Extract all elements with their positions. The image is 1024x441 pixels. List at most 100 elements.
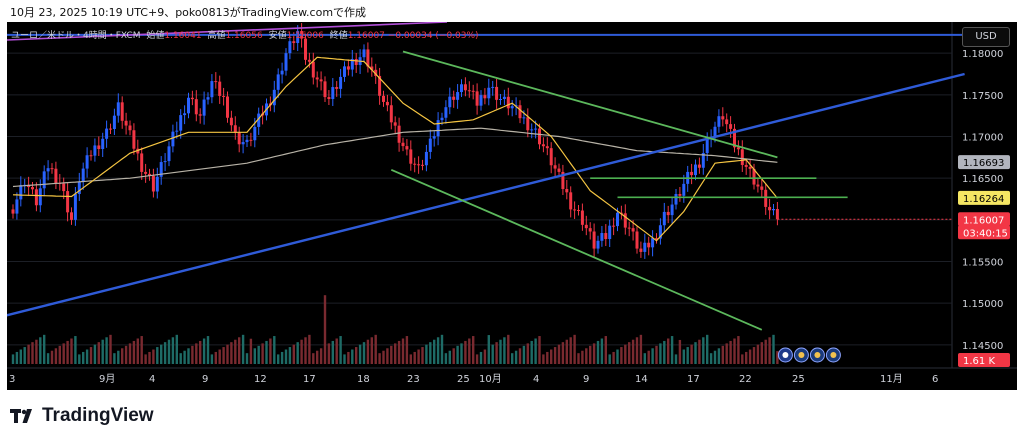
price-label-box [958, 190, 1010, 205]
candle-body [631, 228, 635, 232]
candle-body [580, 210, 584, 225]
candle [132, 123, 136, 155]
currency-button[interactable]: USD [962, 27, 1010, 47]
candle [245, 134, 249, 148]
volume-bar [265, 340, 268, 364]
candle [604, 224, 608, 246]
candle-body [518, 105, 522, 119]
candle [183, 105, 187, 125]
candle-body [276, 74, 280, 90]
candle-body [662, 211, 666, 226]
volume-bar [323, 295, 327, 364]
price-tick-label: 1.14500 [962, 341, 1003, 352]
candle-body [31, 187, 34, 190]
candle [655, 233, 658, 244]
candle-body [132, 130, 136, 149]
candle [319, 71, 323, 91]
candle-body [604, 233, 608, 239]
volume-bar [659, 343, 662, 364]
candle [475, 83, 479, 115]
volume-bar [245, 353, 249, 364]
volume-bars [11, 295, 779, 364]
candle-body [389, 105, 393, 123]
volume-bar [475, 354, 479, 364]
price-tick-label: 1.17500 [962, 91, 1003, 102]
candle [549, 142, 553, 174]
volume-bar [31, 342, 34, 364]
candle [506, 87, 510, 116]
candle-body [257, 113, 261, 127]
candle-body [163, 161, 167, 163]
volume-bar [218, 349, 221, 364]
event-icon-dot [798, 352, 805, 358]
volume-bar [210, 354, 214, 364]
candle-body [42, 171, 46, 189]
candle-body [756, 184, 760, 187]
candle [81, 162, 85, 190]
symbol-name[interactable]: ユーロ／米ドル・4時間・FXCM [11, 31, 141, 41]
volume-bar [655, 345, 658, 364]
volume-bar [577, 353, 580, 364]
volume-bar [70, 338, 73, 364]
volume-bar [183, 350, 186, 364]
candle [569, 186, 573, 218]
volume-bar [585, 348, 588, 364]
candle-body [467, 90, 471, 92]
candle [378, 67, 382, 105]
candle-body [413, 163, 417, 165]
candle-body [54, 168, 58, 184]
volume-bar [667, 338, 670, 364]
volume-bar [277, 354, 280, 364]
candle-body [362, 49, 366, 58]
candle-body [350, 59, 354, 70]
candle [167, 141, 171, 167]
volume-bar [581, 350, 584, 364]
candle-body [635, 231, 639, 249]
candle [237, 126, 241, 153]
candle [362, 44, 366, 63]
candle-body [331, 87, 335, 99]
candle [58, 174, 62, 191]
candle-body [81, 168, 85, 182]
time-tick-label: 23 [407, 374, 420, 385]
candle [612, 217, 616, 236]
volume-bar [234, 339, 237, 364]
candle [662, 202, 666, 233]
candle-body [378, 75, 382, 96]
volume-bar [121, 348, 124, 364]
candle-body [705, 138, 709, 154]
chart-frame[interactable]: 1.180001.175001.170001.165001.160001.155… [7, 22, 1017, 390]
volume-bar [499, 339, 502, 364]
time-tick-label: 9 [202, 374, 208, 385]
trendline-blue-support [7, 72, 965, 317]
candle-body [229, 117, 233, 126]
candle [140, 147, 144, 180]
volume-bar [132, 340, 136, 364]
volume-bar [756, 344, 760, 364]
volume-bar [745, 351, 748, 364]
price-chart[interactable]: 1.180001.175001.170001.165001.160001.155… [7, 22, 1017, 390]
low-label: 安値 [268, 31, 287, 41]
volume-bar [663, 340, 666, 364]
candle-body [577, 209, 580, 211]
candle [97, 136, 101, 156]
candle-body [140, 153, 144, 172]
time-tick-label: 3 [9, 374, 15, 385]
candle-body [541, 144, 545, 147]
volume-bar [596, 340, 600, 364]
event-icon-dot [830, 352, 837, 358]
time-tick-label: 10月 [479, 373, 502, 385]
candle-body [424, 151, 428, 166]
candle [77, 172, 81, 201]
candle-body [440, 117, 444, 121]
price-tick-label: 1.18000 [962, 49, 1003, 60]
volume-bar [191, 345, 194, 364]
volume-bar [128, 343, 132, 364]
candle [690, 163, 694, 185]
candle-body [740, 149, 744, 165]
candle-body [323, 81, 327, 98]
candle-body [690, 171, 694, 176]
candle-body [545, 146, 549, 149]
candle-body [210, 81, 214, 98]
ma-long-line [12, 127, 778, 188]
